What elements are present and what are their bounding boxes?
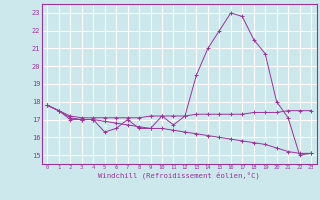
X-axis label: Windchill (Refroidissement éolien,°C): Windchill (Refroidissement éolien,°C) <box>98 172 260 179</box>
